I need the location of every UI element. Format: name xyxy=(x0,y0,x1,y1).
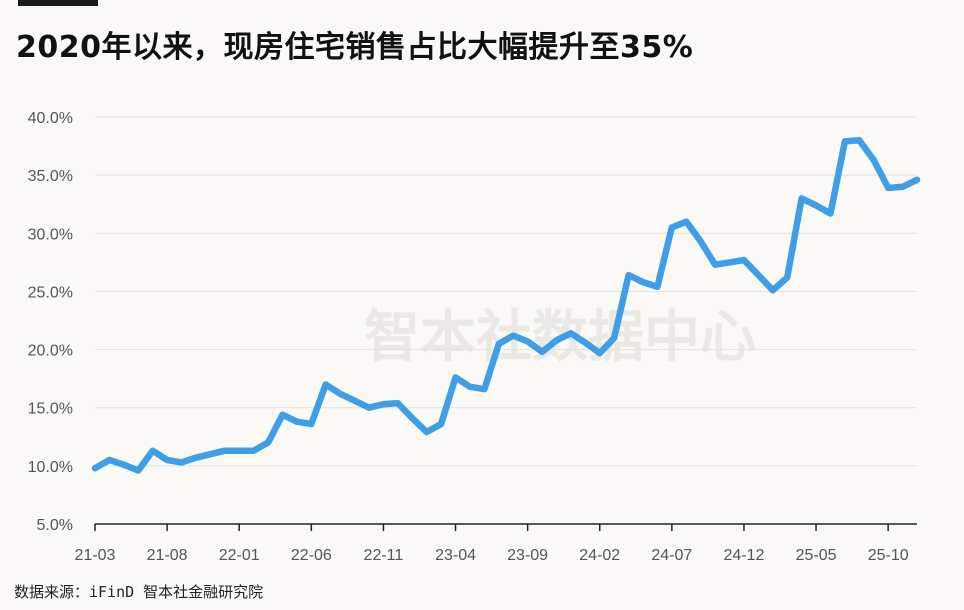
chart-title: 2020年以来，现房住宅销售占比大幅提升至35% xyxy=(16,30,694,65)
data-point xyxy=(469,386,471,388)
data-point xyxy=(455,376,457,378)
data-point xyxy=(498,343,500,345)
data-point xyxy=(224,450,226,452)
data-point xyxy=(858,139,860,141)
data-point xyxy=(310,423,312,425)
gridlines xyxy=(95,116,917,467)
data-point xyxy=(512,335,514,337)
data-point xyxy=(656,286,658,288)
data-point xyxy=(296,421,298,423)
data-point xyxy=(829,213,831,215)
data-point xyxy=(743,259,745,261)
x-axis: 21-03 21-08 22-01 22-06 22-11 23-04 23-09 24-02… xyxy=(75,523,917,564)
source-note: 数据来源：iFinD 智本社金融研究院 xyxy=(14,583,264,601)
data-point xyxy=(209,453,211,455)
y-tick-label: 10.0% xyxy=(28,459,73,476)
data-point xyxy=(714,264,716,266)
x-tick-label: 23-09 xyxy=(507,547,548,564)
y-tick-label: 15.0% xyxy=(28,401,73,418)
data-point xyxy=(152,450,154,452)
data-point xyxy=(613,337,615,339)
series-line xyxy=(91,137,921,474)
data-point xyxy=(181,461,183,463)
data-point xyxy=(94,467,96,469)
data-point xyxy=(844,140,846,142)
series-layer xyxy=(91,137,921,474)
data-point xyxy=(411,417,413,419)
x-tick-label: 22-01 xyxy=(219,547,260,564)
data-point xyxy=(527,340,529,342)
x-tick-label: 21-03 xyxy=(75,547,116,564)
data-point xyxy=(916,179,918,181)
data-point xyxy=(555,339,557,341)
data-point xyxy=(281,414,283,416)
y-tick-label: 35.0% xyxy=(28,168,73,185)
data-point xyxy=(440,423,442,425)
x-tick-label: 24-12 xyxy=(723,547,764,564)
data-point xyxy=(671,226,673,228)
data-point xyxy=(628,274,630,276)
data-point xyxy=(195,457,197,459)
data-point xyxy=(642,281,644,283)
data-point xyxy=(685,221,687,223)
data-point xyxy=(729,261,731,263)
x-tick-label: 22-06 xyxy=(291,547,332,564)
title-accent-bar xyxy=(18,0,98,6)
y-tick-label: 20.0% xyxy=(28,343,73,360)
x-tick-label: 25-05 xyxy=(796,547,837,564)
y-tick-label: 5.0% xyxy=(37,517,73,534)
data-point xyxy=(815,204,817,206)
data-point xyxy=(599,352,601,354)
data-point xyxy=(483,388,485,390)
data-point xyxy=(426,431,428,433)
data-point xyxy=(700,240,702,242)
data-point xyxy=(786,276,788,278)
data-point xyxy=(382,403,384,405)
x-tick-label: 21-08 xyxy=(147,547,188,564)
data-point xyxy=(137,470,139,472)
data-point xyxy=(267,442,269,444)
data-point xyxy=(584,342,586,344)
data-point xyxy=(123,464,125,466)
data-point xyxy=(873,159,875,161)
y-tick-label: 30.0% xyxy=(28,226,73,243)
data-point xyxy=(238,450,240,452)
data-point xyxy=(772,289,774,291)
x-tick-label: 24-07 xyxy=(651,547,692,564)
data-point xyxy=(902,186,904,188)
x-tick-label: 24-02 xyxy=(579,547,620,564)
data-point xyxy=(166,459,168,461)
x-tick-label: 25-10 xyxy=(868,547,909,564)
data-point xyxy=(801,197,803,199)
y-tick-label: 25.0% xyxy=(28,284,73,301)
y-tick-label: 40.0% xyxy=(28,110,73,127)
data-point xyxy=(339,393,341,395)
data-point xyxy=(253,450,255,452)
data-point xyxy=(354,400,356,402)
data-point xyxy=(570,332,572,334)
data-point xyxy=(108,459,110,461)
data-point xyxy=(325,383,327,385)
data-point xyxy=(397,402,399,404)
x-tick-label: 23-04 xyxy=(435,547,476,564)
x-tick-label: 22-11 xyxy=(364,547,404,564)
data-point xyxy=(368,407,370,409)
data-point xyxy=(757,274,759,276)
data-point xyxy=(541,351,543,353)
data-point xyxy=(887,187,889,189)
y-axis-ticks: 5.0% 10.0% 15.0% 20.0% 25.0% 30.0% 35.0% 40.0% xyxy=(28,110,73,534)
